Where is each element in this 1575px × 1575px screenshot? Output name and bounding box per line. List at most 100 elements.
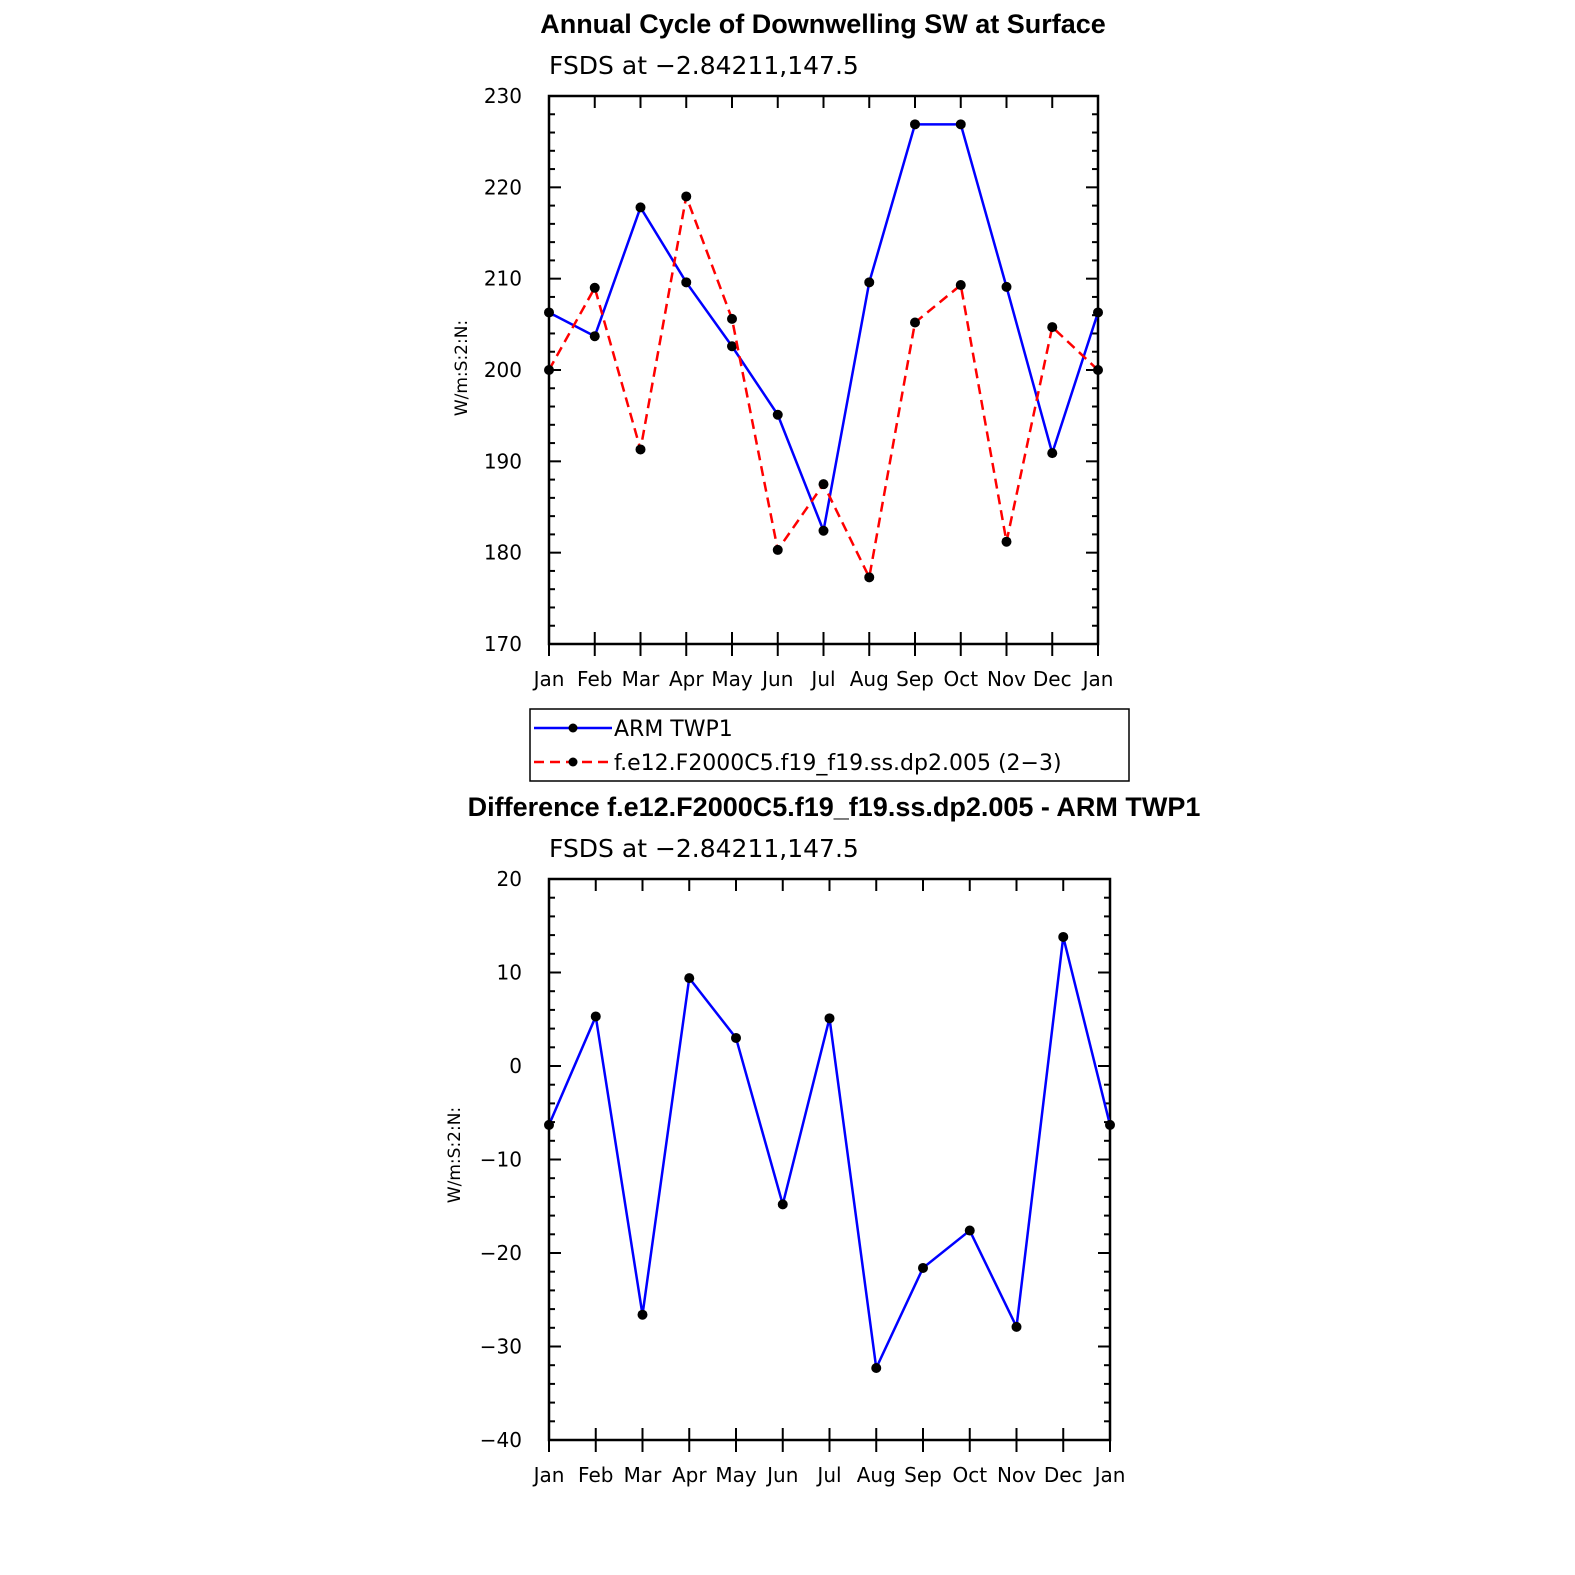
data-point [871, 1363, 882, 1374]
data-point [1058, 931, 1069, 942]
data-point [772, 544, 783, 555]
data-point [1011, 1321, 1022, 1332]
x-tick-label: Apr [672, 1463, 707, 1487]
data-point [637, 1309, 648, 1320]
chart-1-subtitle: FSDS at −2.84211,147.5 [549, 51, 859, 80]
y-tick-label: −20 [480, 1241, 522, 1265]
y-tick-label: −10 [480, 1148, 522, 1172]
data-point [1047, 322, 1058, 333]
data-point [635, 202, 646, 213]
legend-label-arm: ARM TWP1 [614, 717, 733, 742]
data-point [544, 307, 554, 318]
data-point [777, 1199, 788, 1210]
data-point [1093, 307, 1103, 318]
x-tick-label: Jan [1093, 1463, 1126, 1487]
legend-marker-model [568, 757, 578, 767]
x-tick-label: Jun [765, 1463, 798, 1487]
series-line-0 [548, 123, 1100, 536]
plot-frame [547, 94, 1100, 646]
chart-2-subtitle: FSDS at −2.84211,147.5 [549, 834, 859, 863]
data-point [864, 572, 875, 583]
data-point [1105, 1119, 1115, 1130]
data-point [681, 277, 692, 288]
series-line-0 [547, 936, 1112, 1373]
data-point [910, 317, 920, 328]
x-tick-label: Jan [532, 667, 565, 691]
data-point [589, 331, 600, 342]
data-point [818, 525, 829, 536]
y-tick-label: 200 [484, 358, 522, 382]
x-tick-label: Jan [532, 1463, 565, 1487]
x-tick-label: Feb [578, 1463, 613, 1487]
data-point [684, 973, 695, 984]
data-point [864, 277, 875, 288]
data-point [1047, 448, 1058, 459]
y-tick-label: 180 [484, 541, 522, 565]
chart-1-ylabel: W/m:S:2:N: [452, 320, 472, 416]
data-point [727, 313, 737, 324]
data-point [772, 409, 783, 420]
x-tick-label: Sep [896, 667, 934, 691]
chart-2-title: Difference f.e12.F2000C5.f19_f19.ss.dp2.… [468, 792, 1201, 822]
data-point [544, 1119, 554, 1130]
legend-label-model: f.e12.F2000C5.f19_f19.ss.dp2.005 (2−3) [614, 751, 1062, 776]
data-point [1001, 281, 1012, 292]
data-point [910, 119, 920, 130]
y-tick-label: −40 [480, 1428, 522, 1452]
chart-2-plot: −40 −30 −20 −10 0 10 20 Jan Feb Mar Apr May Jun Jul Au… [480, 867, 1126, 1487]
data-point [824, 1013, 835, 1024]
data-point [544, 365, 554, 375]
x-tick-label: Oct [943, 667, 978, 691]
y-tick-label: 210 [484, 267, 522, 291]
x-tick-label: Nov [997, 1463, 1036, 1487]
data-point [681, 191, 692, 202]
y-tick-label: 20 [497, 867, 522, 891]
x-tick-label: Feb [577, 667, 612, 691]
legend: ARM TWP1 f.e12.F2000C5.f19_f19.ss.dp2.00… [529, 708, 1130, 782]
chart-1-title: Annual Cycle of Downwelling SW at Surfac… [540, 9, 1106, 39]
chart-annual-cycle: Annual Cycle of Downwelling SW at Surfac… [452, 9, 1130, 782]
x-tick-label: Jun [760, 667, 793, 691]
y-tick-label: 220 [484, 175, 522, 199]
x-tick-label: Aug [857, 1463, 896, 1487]
plot-frame [547, 877, 1112, 1442]
data-point [955, 280, 966, 291]
y-tick-label: 230 [484, 84, 522, 108]
x-tick-label: Jan [1081, 667, 1114, 691]
x-tick-label: Mar [622, 667, 661, 691]
chart-difference: Difference f.e12.F2000C5.f19_f19.ss.dp2.… [445, 792, 1200, 1487]
data-point [590, 1011, 601, 1022]
data-point [589, 282, 600, 293]
legend-marker-arm [568, 723, 578, 733]
data-point [964, 1225, 975, 1236]
legend-box [529, 708, 1130, 782]
chart-2-ylabel: W/m:S:2:N: [445, 1107, 465, 1203]
y-tick-label: 190 [484, 449, 522, 473]
data-point [1001, 536, 1012, 547]
x-tick-label: Jul [815, 1463, 841, 1487]
y-tick-label: 10 [497, 961, 522, 985]
x-tick-label: Apr [669, 667, 704, 691]
y-tick-label: 0 [509, 1054, 522, 1078]
y-tick-label: −30 [480, 1335, 522, 1359]
data-point [635, 444, 646, 455]
data-point [731, 1032, 741, 1043]
x-tick-label: Nov [987, 667, 1026, 691]
x-tick-label: Dec [1044, 1463, 1083, 1487]
x-tick-label: Sep [904, 1463, 942, 1487]
data-point [955, 119, 966, 130]
chart-1-plot: 170 180 190 200 210 220 230 Jan Feb Mar Apr May Jun J… [484, 84, 1114, 691]
x-tick-label: Mar [624, 1463, 663, 1487]
data-point [1093, 365, 1103, 375]
x-tick-label: Dec [1033, 667, 1072, 691]
series-line-1 [547, 191, 1099, 582]
data-point [918, 1262, 928, 1273]
y-tick-label: 170 [484, 632, 522, 656]
data-point [818, 479, 829, 490]
x-tick-label: May [715, 1463, 757, 1487]
x-tick-label: May [711, 667, 753, 691]
data-point [727, 341, 737, 352]
x-tick-label: Jul [809, 667, 835, 691]
x-tick-label: Aug [850, 667, 889, 691]
